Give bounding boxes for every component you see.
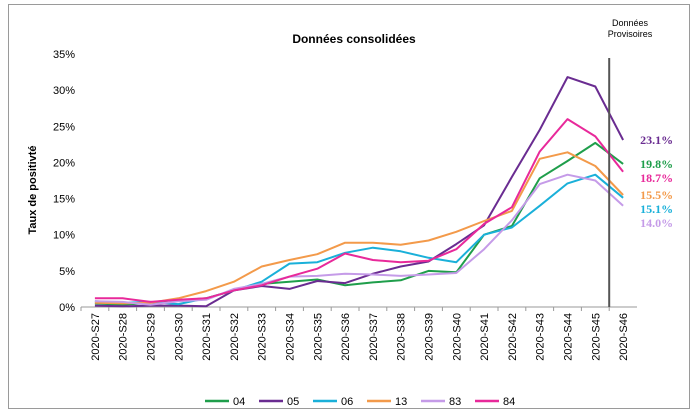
- end-labels: 23.1% 19.8%18.7% 15.5%15.1%14.0%: [640, 133, 673, 230]
- y-tick-label: 35%: [53, 49, 75, 61]
- x-tick-label: 2020-S35: [312, 313, 324, 361]
- x-tick-label: 2020-S43: [535, 313, 547, 361]
- legend-label-84: 84: [503, 396, 515, 408]
- end-label-04: 19.8%: [640, 157, 673, 171]
- end-label-05: 23.1%: [640, 133, 673, 147]
- legend-label-83: 83: [449, 396, 461, 408]
- y-tick-label: 5%: [59, 266, 75, 278]
- chart-frame: Données consolidées Données Provisoires …: [8, 4, 690, 409]
- series-line-04: [94, 141, 624, 306]
- end-label-13: 15.5%: [640, 188, 673, 202]
- x-tick-label: 2020-S28: [118, 313, 130, 361]
- x-tick-label: 2020-S37: [368, 313, 380, 361]
- x-axis: 2020-S27 2020-S28 2020-S29 2020-S30 2020-S31…: [80, 306, 637, 361]
- x-tick-label: 2020-S40: [451, 313, 463, 361]
- x-tick-label: 2020-S29: [146, 313, 158, 361]
- series-line-83: [94, 173, 624, 306]
- provisional-note-line2: Provisoires: [608, 29, 653, 39]
- x-tick-label: 2020-S44: [563, 313, 575, 361]
- line-chart: Données consolidées Données Provisoires …: [27, 18, 673, 408]
- end-label-06: 15.1%: [640, 202, 673, 216]
- x-tick-label: 2020-S36: [340, 313, 352, 361]
- y-tick-label: 25%: [53, 121, 75, 133]
- legend: 04 05 06 13 83 84: [205, 396, 515, 408]
- end-label-84: 18.7%: [640, 171, 673, 185]
- legend-label-13: 13: [395, 396, 407, 408]
- y-axis: 0% 5% 10% 15% 20% 25% 30% 35%: [53, 49, 75, 314]
- legend-label-05: 05: [287, 396, 299, 408]
- x-tick-label: 2020-S42: [507, 313, 519, 361]
- series-line-13: [94, 151, 624, 305]
- y-tick-label: 10%: [53, 230, 75, 242]
- legend-label-04: 04: [233, 396, 245, 408]
- x-tick-label: 2020-S32: [229, 313, 241, 361]
- series-line-84: [94, 118, 624, 303]
- series-line-06: [94, 173, 624, 306]
- provisional-note-line1: Données: [612, 18, 649, 28]
- x-tick-label: 2020-S34: [285, 313, 297, 361]
- legend-label-06: 06: [341, 396, 353, 408]
- x-tick-label: 2020-S39: [424, 313, 436, 361]
- chart-title: Données consolidées: [292, 32, 416, 46]
- y-tick-label: 20%: [53, 157, 75, 169]
- x-tick-label: 2020-S30: [173, 313, 185, 361]
- end-label-83: 14.0%: [640, 216, 673, 230]
- series-line-05: [94, 76, 624, 308]
- y-tick-label: 15%: [53, 194, 75, 206]
- y-tick-label: 30%: [53, 85, 75, 97]
- x-tick-label: 2020-S46: [618, 313, 630, 361]
- x-tick-label: 2020-S31: [201, 313, 213, 361]
- y-tick-label: 0%: [59, 302, 75, 314]
- x-tick-label: 2020-S33: [257, 313, 269, 361]
- x-tick-label: 2020-S27: [90, 313, 102, 361]
- series-lines: [94, 76, 624, 308]
- y-axis-label: Taux de positivté: [27, 145, 39, 234]
- x-tick-label: 2020-S38: [396, 313, 408, 361]
- x-tick-label: 2020-S45: [590, 313, 602, 361]
- x-tick-label: 2020-S41: [479, 313, 491, 361]
